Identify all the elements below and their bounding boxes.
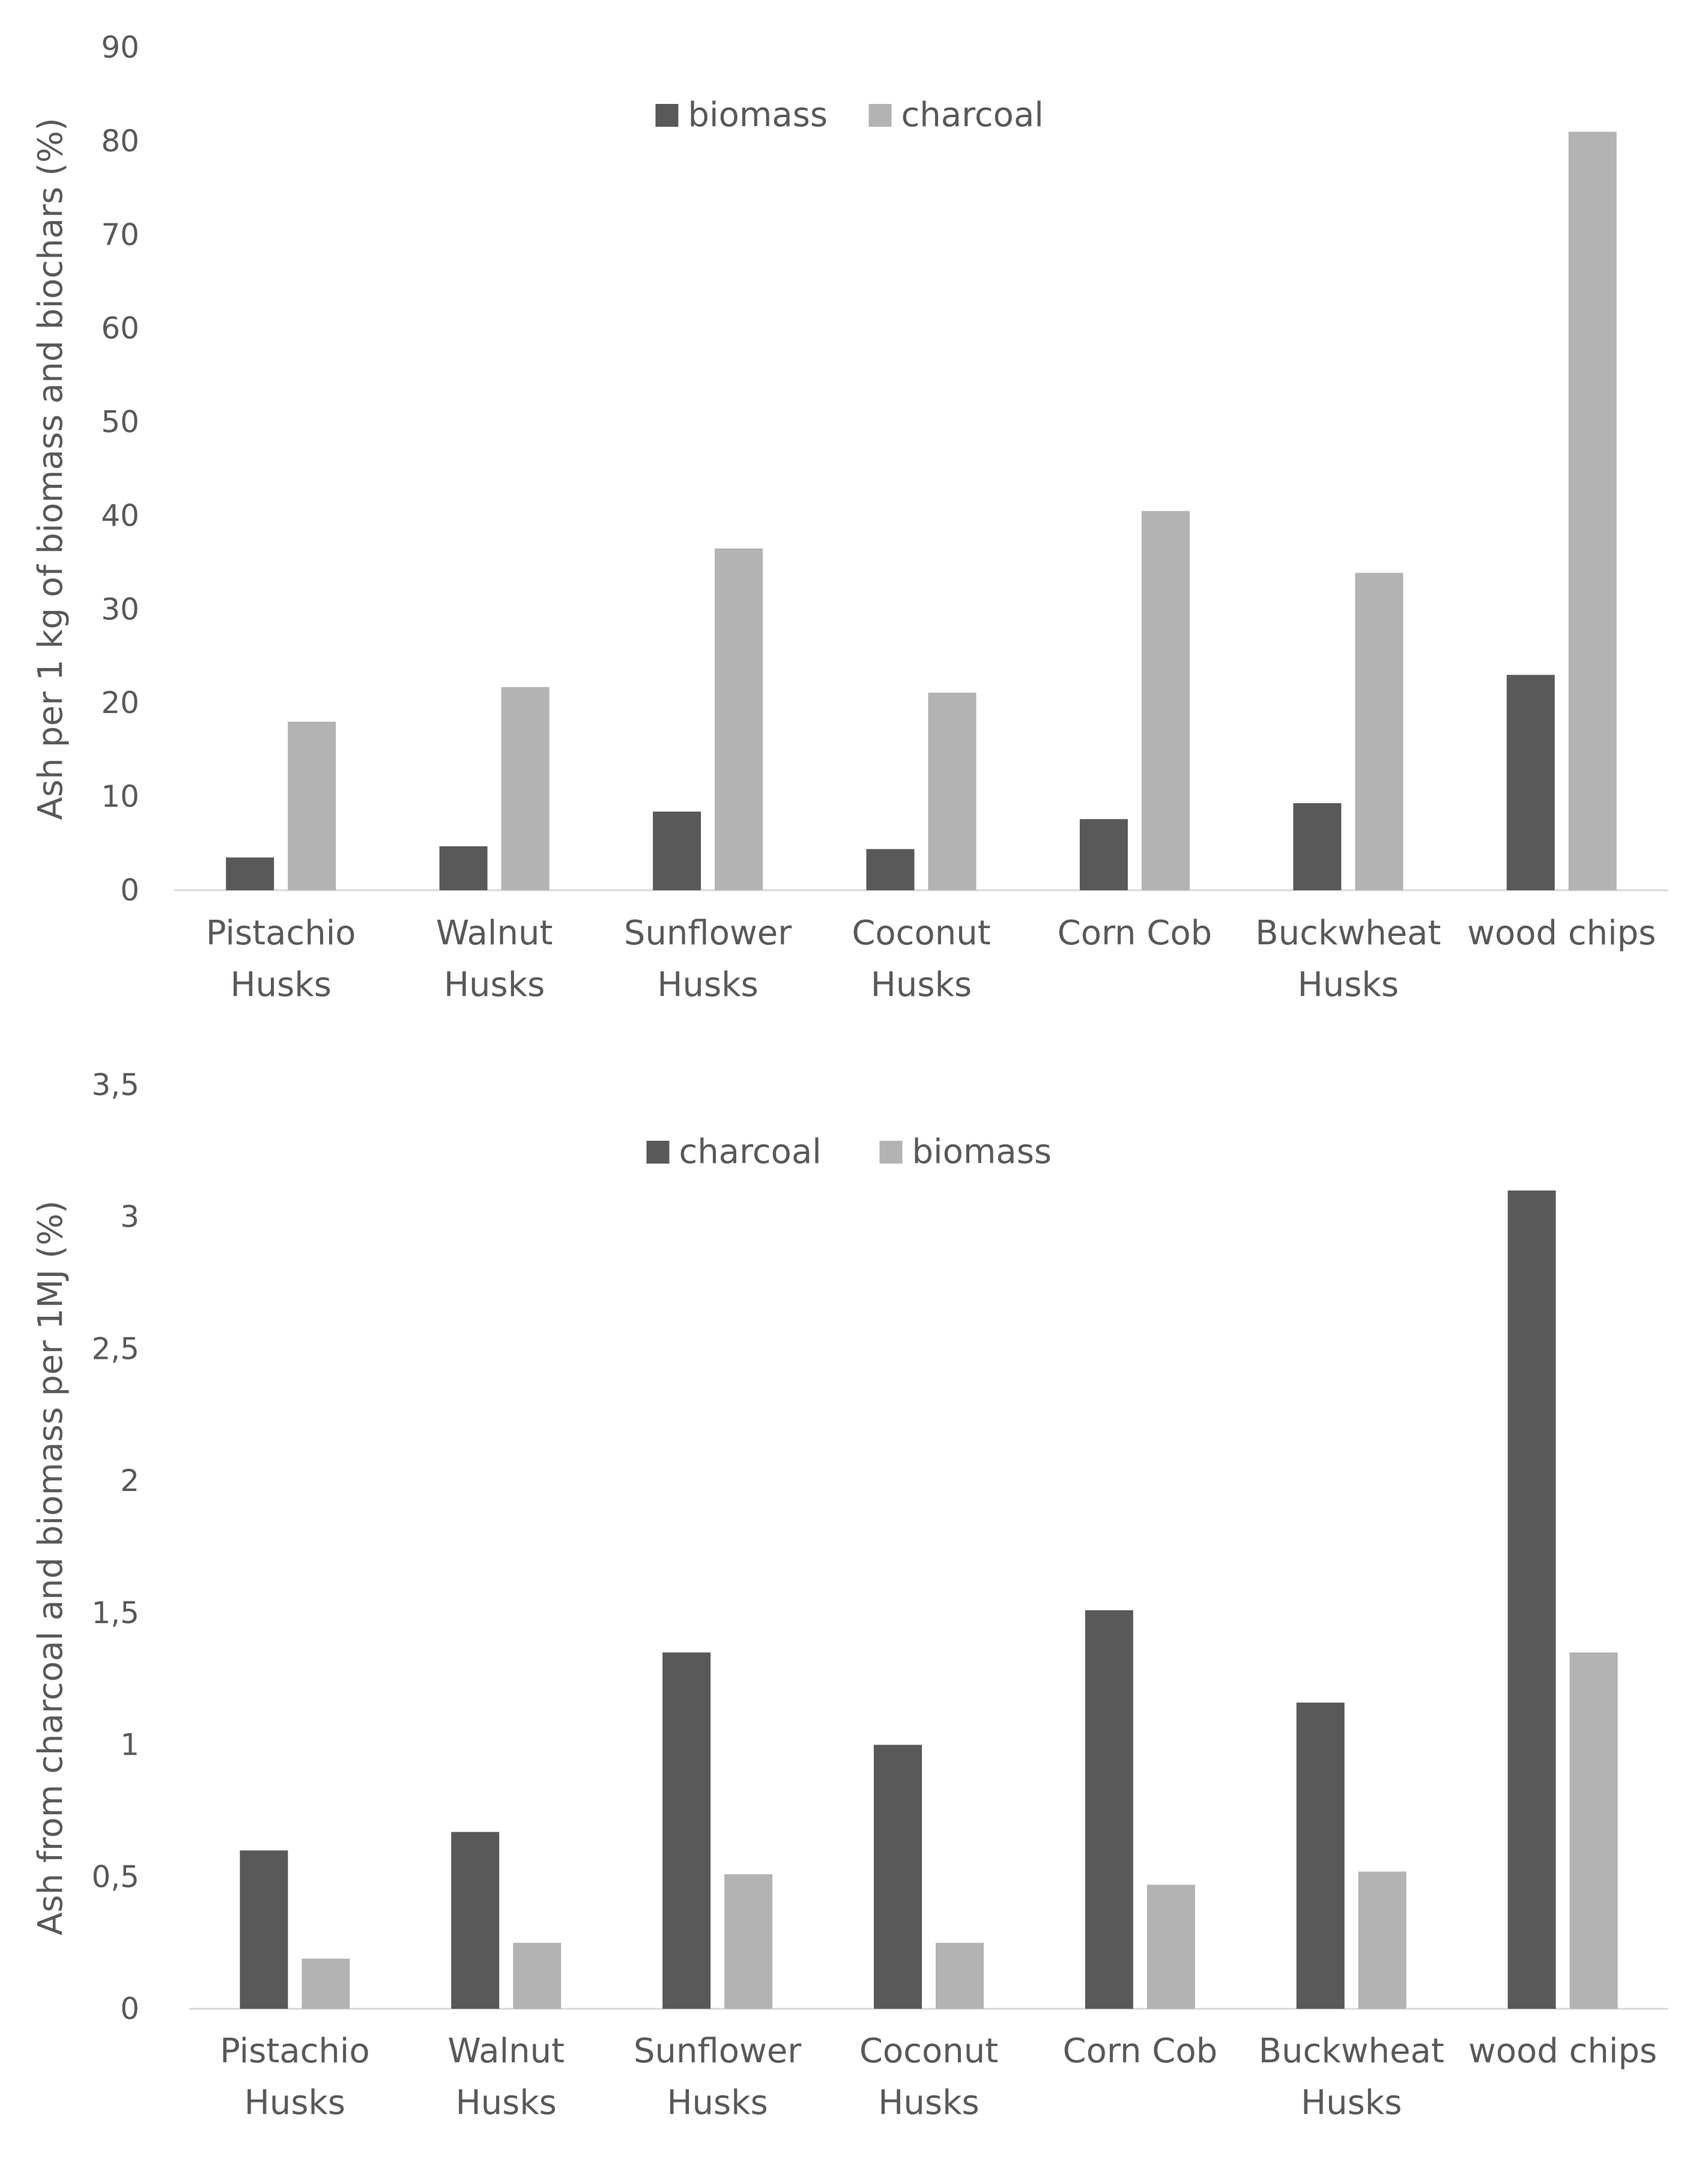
- x-category-label: Corn Cob: [1058, 914, 1213, 953]
- legend-swatch-charcoal: [646, 1141, 670, 1164]
- bar-biomass-sunflower-husks: [724, 1874, 773, 2009]
- bar-biomass-wood-chips: [1506, 675, 1555, 890]
- bar-biomass-walnut-husks: [513, 1943, 562, 2009]
- bar-biomass-sunflower-husks: [653, 812, 701, 890]
- y-tick-label: 70: [101, 217, 139, 252]
- y-tick-label: 3: [120, 1200, 139, 1234]
- bar-biomass-corn-cob: [1146, 1884, 1195, 2009]
- y-tick-label: 10: [101, 779, 139, 814]
- bar-biomass-walnut-husks: [439, 846, 488, 890]
- y-tick-label: 2: [120, 1463, 139, 1498]
- bar-charcoal-pistachio-husks: [240, 1850, 288, 2009]
- y-tick-label: 0: [120, 1991, 139, 2026]
- x-category-label: Walnut Husks: [447, 2032, 565, 2122]
- y-axis-title: Ash per 1 kg of biomass and biochars (%): [31, 118, 70, 820]
- bar-charcoal-pistachio-husks: [288, 721, 336, 890]
- bar-biomass-buckwheat-husks: [1358, 1871, 1407, 2009]
- bar-charcoal-coconut-husks: [874, 1744, 922, 2009]
- y-tick-label: 80: [101, 124, 139, 159]
- bar-biomass-pistachio-husks: [226, 857, 274, 890]
- x-category-label: Coconut Husks: [859, 2032, 998, 2122]
- x-category-label: Sunflower Husks: [624, 914, 792, 1004]
- y-tick-label: 0: [120, 873, 139, 908]
- x-category-label: Pistachio Husks: [206, 914, 356, 1004]
- y-tick-label: 20: [101, 685, 139, 720]
- bar-biomass-coconut-husks: [866, 849, 915, 890]
- legend-label-charcoal: charcoal: [679, 1132, 822, 1171]
- y-tick-label: 50: [101, 405, 139, 440]
- x-category-label: Buckwheat Husks: [1255, 914, 1441, 1004]
- x-category-label: Sunflower Husks: [634, 2032, 802, 2122]
- x-category-label: Coconut Husks: [852, 914, 990, 1004]
- bar-charcoal-coconut-husks: [928, 693, 977, 890]
- ash-per-kg-chart: 0 10 20 30 40 50 60 70 80 90 Pistachio Husks Walnut H…: [31, 30, 1668, 1004]
- y-tick-label: 90: [101, 30, 139, 65]
- y-tick-label: 30: [101, 592, 139, 627]
- legend-swatch-biomass: [879, 1141, 903, 1164]
- legend-label-biomass: biomass: [688, 96, 828, 135]
- bar-charcoal-walnut-husks: [501, 687, 550, 890]
- y-tick-label: 3,5: [91, 1067, 139, 1102]
- bar-charcoal-buckwheat-husks: [1296, 1702, 1345, 2009]
- bar-biomass-coconut-husks: [936, 1943, 984, 2009]
- legend-swatch-charcoal: [868, 104, 892, 127]
- bar-biomass-pistachio-husks: [301, 1958, 350, 2009]
- x-category-label: Walnut Husks: [436, 914, 553, 1004]
- ash-per-mj-chart: 0 0,5 1 1,5 2 2,5 3 3,5 Pistachio Husks Walnut Husk…: [31, 1067, 1668, 2122]
- bar-charcoal-wood-chips: [1507, 1190, 1556, 2009]
- bar-charcoal-buckwheat-husks: [1355, 572, 1404, 890]
- legend-swatch-biomass: [655, 104, 679, 127]
- x-category-label: Corn Cob: [1063, 2032, 1218, 2071]
- y-axis-title: Ash from charcoal and biomass per 1MJ (%…: [31, 1200, 70, 1936]
- y-tick-label: 1,5: [91, 1596, 139, 1630]
- x-category-label: Pistachio Husks: [220, 2032, 370, 2122]
- y-tick-label: 40: [101, 498, 139, 533]
- bar-charcoal-sunflower-husks: [715, 548, 763, 890]
- bar-charcoal-wood-chips: [1568, 132, 1617, 890]
- bar-charcoal-corn-cob: [1141, 511, 1190, 890]
- bar-charcoal-walnut-husks: [451, 1832, 500, 2009]
- y-tick-label: 1: [120, 1728, 139, 1763]
- bar-biomass-buckwheat-husks: [1293, 803, 1342, 890]
- bar-charcoal-sunflower-husks: [662, 1652, 711, 2009]
- x-category-label: wood chips: [1468, 2032, 1657, 2071]
- legend-label-charcoal: charcoal: [901, 96, 1044, 135]
- x-category-label: wood chips: [1467, 914, 1656, 953]
- y-tick-label: 2,5: [91, 1331, 139, 1366]
- y-tick-label: 0,5: [91, 1859, 139, 1894]
- y-tick-label: 60: [101, 311, 139, 346]
- legend-label-biomass: biomass: [912, 1132, 1052, 1171]
- bar-biomass-wood-chips: [1569, 1652, 1618, 2009]
- bar-charcoal-corn-cob: [1085, 1610, 1133, 2009]
- bar-biomass-corn-cob: [1079, 819, 1128, 890]
- x-category-label: Buckwheat Husks: [1259, 2032, 1444, 2122]
